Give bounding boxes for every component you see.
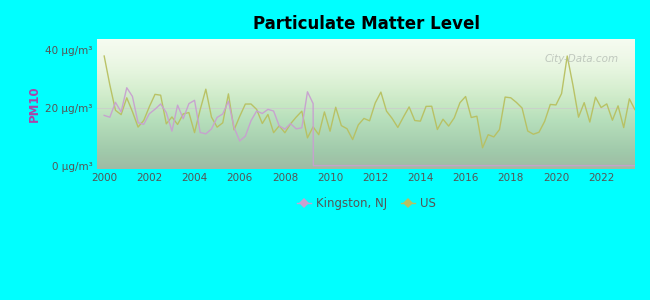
Legend: Kingston, NJ, US: Kingston, NJ, US	[292, 192, 441, 214]
Title: Particulate Matter Level: Particulate Matter Level	[253, 15, 480, 33]
Text: City-Data.com: City-Data.com	[545, 54, 619, 64]
Y-axis label: PM10: PM10	[28, 85, 41, 122]
